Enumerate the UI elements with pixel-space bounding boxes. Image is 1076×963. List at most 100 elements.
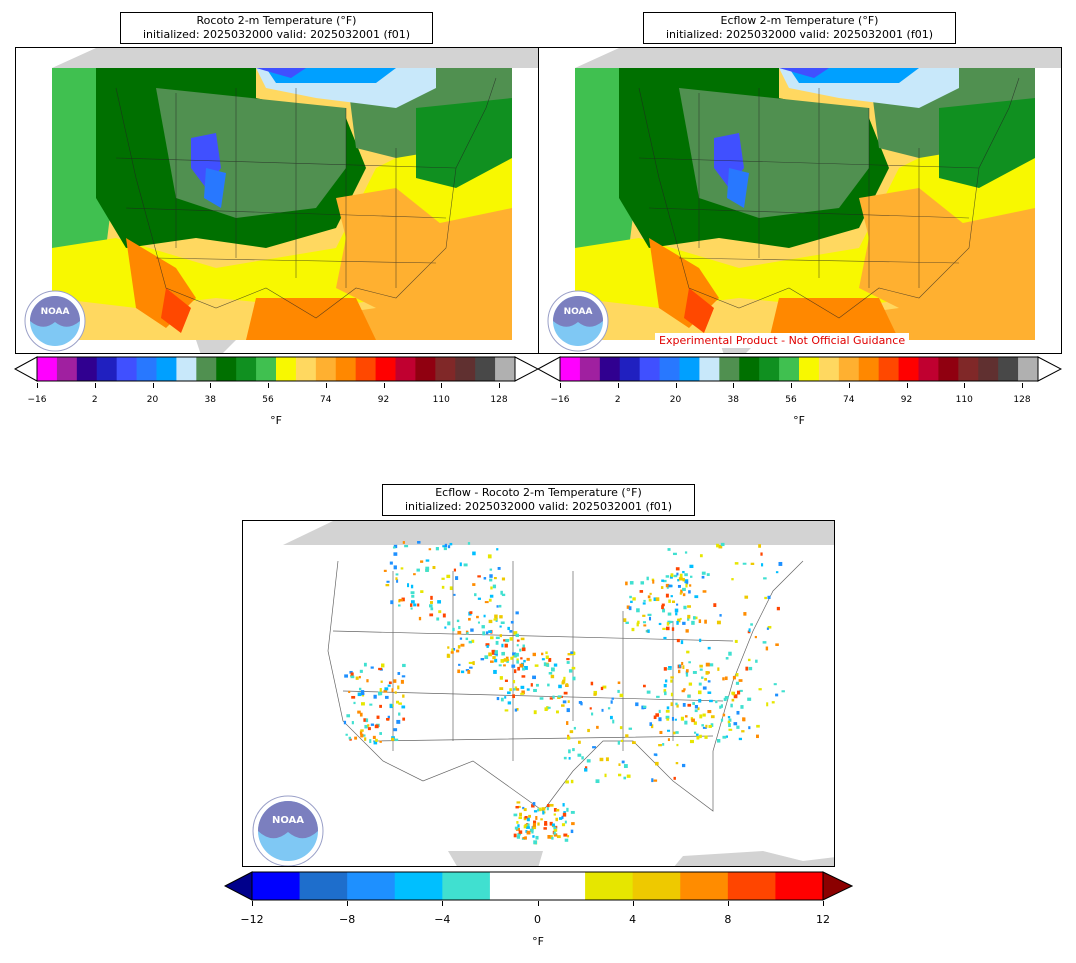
difference-speckle [533,810,538,813]
ecflow-title-line2: initialized: 2025032000 valid: 202503200… [666,28,933,41]
difference-speckle [417,603,420,607]
difference-speckle [447,646,450,649]
difference-speckle [535,835,539,840]
difference-speckle [728,728,733,731]
ecflow-map-graphic [539,48,1061,353]
difference-speckle [688,661,691,664]
difference-speckle [679,617,682,620]
difference-speckle [526,830,531,835]
difference-speckle [707,680,711,683]
difference-speckle [407,583,410,588]
difference-speckle [697,690,702,695]
ecflow-colorbar-color-segment [579,357,601,381]
difference-speckle [690,575,693,578]
difference-speckle [360,729,364,732]
difference-speckle [499,615,503,619]
difference-speckle [707,691,712,694]
ecflow-colorbar-over-triangle [1037,356,1062,382]
difference-speckle [763,577,767,580]
ecflow-colorbar-tick-label: 2 [614,395,621,405]
difference-speckle [514,826,519,830]
difference-speckle [541,807,546,811]
difference-speckle [505,638,510,643]
rocoto-colorbar-tick-mark [268,383,269,388]
rocoto-title: Rocoto 2-m Temperature (°F) initialized:… [120,12,433,44]
difference-speckle [739,689,743,692]
difference-speckle [410,591,415,595]
difference-colorbar-tick-label: −4 [434,913,451,926]
difference-speckle [758,688,762,691]
difference-speckle [681,689,685,693]
difference-speckle [366,679,369,683]
difference-speckle [512,694,515,699]
difference-speckle [357,692,362,697]
difference-speckle [663,683,667,688]
difference-speckle [537,822,540,826]
difference-speckle [566,658,570,661]
difference-speckle [685,673,689,677]
rocoto-colorbar-color-segment [176,357,197,381]
difference-speckle [559,817,563,820]
difference-speckle [437,600,442,604]
difference-speckle [472,661,475,666]
difference-speckle [671,627,675,631]
difference-speckle [509,637,513,641]
difference-speckle [378,692,383,696]
difference-speckle [677,578,680,582]
difference-speckle [623,776,627,780]
difference-speckle [369,739,372,743]
difference-speckle [486,644,489,648]
difference-speckle [349,670,353,674]
difference-speckle [522,667,526,671]
difference-speckle [601,708,604,712]
difference-speckle [545,655,549,660]
difference-speckle [488,630,492,634]
difference-speckle [425,566,430,570]
difference-speckle [458,663,461,666]
difference-speckle [658,622,662,626]
ecflow-colorbar-tick-mark [906,383,908,388]
difference-speckle [666,718,670,721]
difference-speckle [727,716,731,719]
difference-speckle [566,708,570,713]
difference-speckle [572,748,575,752]
difference-speckle [683,605,687,610]
difference-speckle [716,738,721,743]
difference-speckle [517,824,520,828]
difference-speckle [393,552,398,556]
difference-speckle [551,836,554,840]
ecflow-colorbar-tick-mark [848,383,850,388]
difference-speckle [520,692,524,695]
difference-speckle [490,660,494,663]
difference-speckle [635,702,639,707]
difference-speckle [501,651,505,656]
ecflow-colorbar-color-segment [818,357,840,381]
difference-speckle [398,702,402,705]
ecflow-colorbar-color-segment [958,357,979,381]
difference-colorbar-unit: °F [532,935,544,948]
difference-speckle [731,578,734,581]
difference-speckle [523,825,527,829]
difference-speckle [370,723,374,726]
difference-speckle [354,736,358,740]
rocoto-colorbar-color-segment [136,357,157,381]
difference-speckle [498,664,502,667]
difference-speckle [534,664,539,667]
difference-speckle [642,705,647,709]
difference-speckle [773,683,777,686]
difference-speckle [476,615,479,619]
difference-speckle [689,739,694,744]
difference-speckle [543,827,547,830]
difference-speckle [535,816,538,820]
difference-speckle [384,687,389,691]
difference-speckle [396,719,401,724]
difference-speckle [649,722,653,726]
difference-speckle [393,565,397,570]
difference-speckle [496,697,500,701]
difference-speckle [507,701,512,705]
rocoto-colorbar-color-segment [395,357,416,381]
difference-speckle [359,730,363,735]
difference-speckle [630,600,633,604]
rocoto-colorbar-tick-mark [152,383,154,388]
difference-speckle [518,830,523,834]
